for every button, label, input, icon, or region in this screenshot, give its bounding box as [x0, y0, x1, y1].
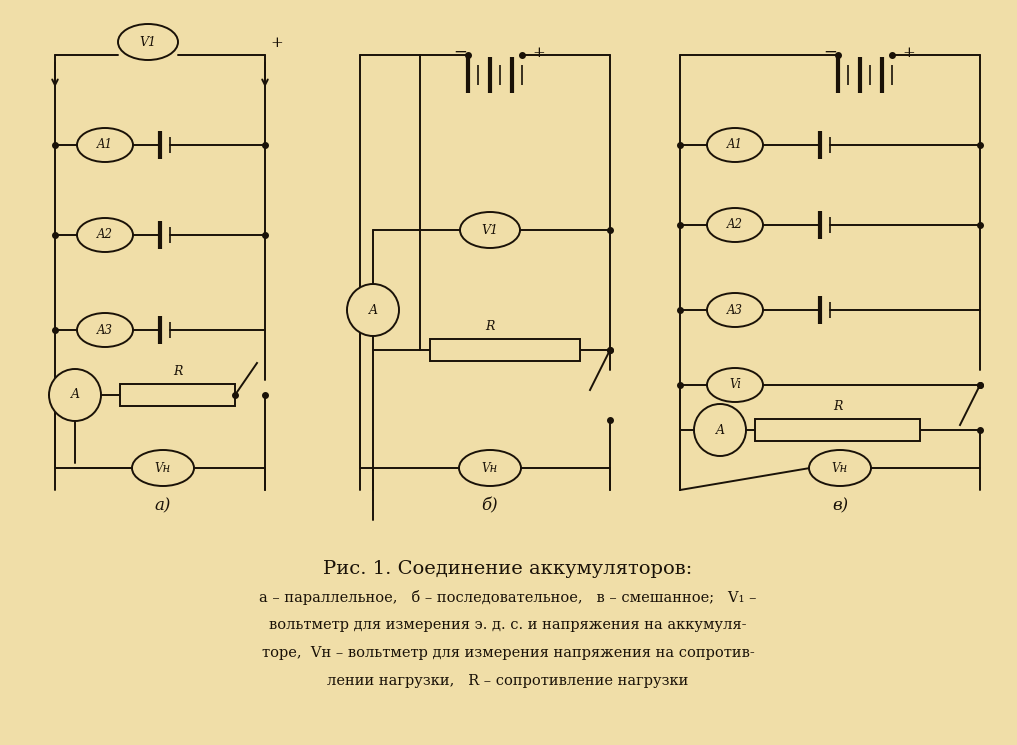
Text: а): а) — [155, 497, 171, 514]
Text: R: R — [485, 320, 494, 333]
Ellipse shape — [77, 313, 133, 347]
Bar — [755, 419, 920, 441]
Text: лении нагрузки,   R – сопротивление нагрузки: лении нагрузки, R – сопротивление нагруз… — [327, 674, 689, 688]
Text: Vi: Vi — [729, 378, 741, 392]
Text: Vн: Vн — [482, 461, 498, 475]
Ellipse shape — [707, 368, 763, 402]
Circle shape — [347, 284, 399, 336]
Text: R: R — [833, 400, 842, 413]
Ellipse shape — [118, 24, 178, 60]
Text: A2: A2 — [727, 218, 743, 232]
Ellipse shape — [460, 212, 520, 248]
Text: б): б) — [482, 497, 498, 514]
Ellipse shape — [77, 128, 133, 162]
Text: V1: V1 — [481, 224, 498, 236]
Ellipse shape — [707, 293, 763, 327]
Text: +: + — [532, 46, 545, 60]
Text: Vн: Vн — [155, 461, 171, 475]
Text: A3: A3 — [97, 323, 113, 337]
Ellipse shape — [707, 208, 763, 242]
Text: R: R — [173, 365, 182, 378]
Bar — [120, 384, 235, 406]
Circle shape — [694, 404, 746, 456]
Text: A: A — [368, 303, 377, 317]
Text: Рис. 1. Соединение аккумуляторов:: Рис. 1. Соединение аккумуляторов: — [323, 560, 693, 578]
Text: A3: A3 — [727, 303, 743, 317]
Bar — [430, 339, 580, 361]
Ellipse shape — [77, 218, 133, 252]
Ellipse shape — [459, 450, 521, 486]
Text: в): в) — [832, 497, 848, 514]
Text: A1: A1 — [727, 139, 743, 151]
Text: A: A — [716, 423, 724, 437]
Text: A2: A2 — [97, 229, 113, 241]
Text: Vн: Vн — [832, 461, 848, 475]
Text: +: + — [902, 46, 914, 60]
Text: а – параллельное,   б – последовательное,   в – смешанное;   V₁ –: а – параллельное, б – последовательное, … — [259, 590, 757, 605]
Text: V1: V1 — [139, 36, 157, 48]
Text: +: + — [270, 36, 283, 50]
Text: A: A — [70, 388, 79, 402]
Text: A1: A1 — [97, 139, 113, 151]
Text: вольтметр для измерения э. д. с. и напряжения на аккумуля-: вольтметр для измерения э. д. с. и напря… — [270, 618, 746, 632]
Circle shape — [49, 369, 101, 421]
Ellipse shape — [809, 450, 871, 486]
Text: торе,  Vн – вольтметр для измерения напряжения на сопротив-: торе, Vн – вольтметр для измерения напря… — [261, 646, 755, 660]
Text: −: − — [453, 44, 467, 61]
Text: −: − — [823, 44, 837, 61]
Ellipse shape — [132, 450, 194, 486]
Ellipse shape — [707, 128, 763, 162]
